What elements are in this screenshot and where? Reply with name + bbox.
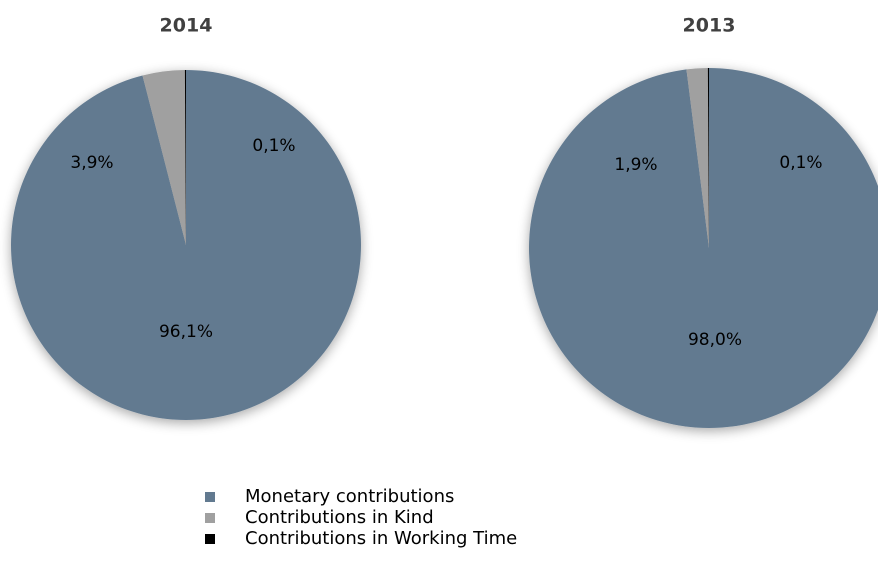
pie-title: 2013: [683, 15, 736, 37]
legend-label: Contributions in Working Time: [245, 528, 517, 549]
pie-slice: [707, 68, 709, 248]
legend-swatch: [205, 492, 215, 502]
pie: [529, 68, 878, 428]
data-label: 0,1%: [252, 136, 295, 156]
data-label: 3,9%: [70, 153, 113, 173]
legend-swatch: [205, 534, 215, 544]
pie-slice: [529, 68, 878, 428]
data-label: 0,1%: [779, 153, 822, 173]
data-label: 98,0%: [688, 330, 742, 350]
data-label: 96,1%: [159, 322, 213, 342]
legend-swatch: [205, 513, 215, 523]
legend-label: Monetary contributions: [245, 486, 454, 507]
pie-slice: [142, 70, 186, 245]
legend-label: Contributions in Kind: [245, 507, 434, 528]
pie-slice: [10, 70, 362, 420]
pie-slice: [184, 70, 186, 245]
pie: [10, 70, 362, 420]
data-label: 1,9%: [614, 155, 657, 175]
pie-title: 2014: [160, 15, 213, 37]
pie-slice: [686, 68, 709, 248]
